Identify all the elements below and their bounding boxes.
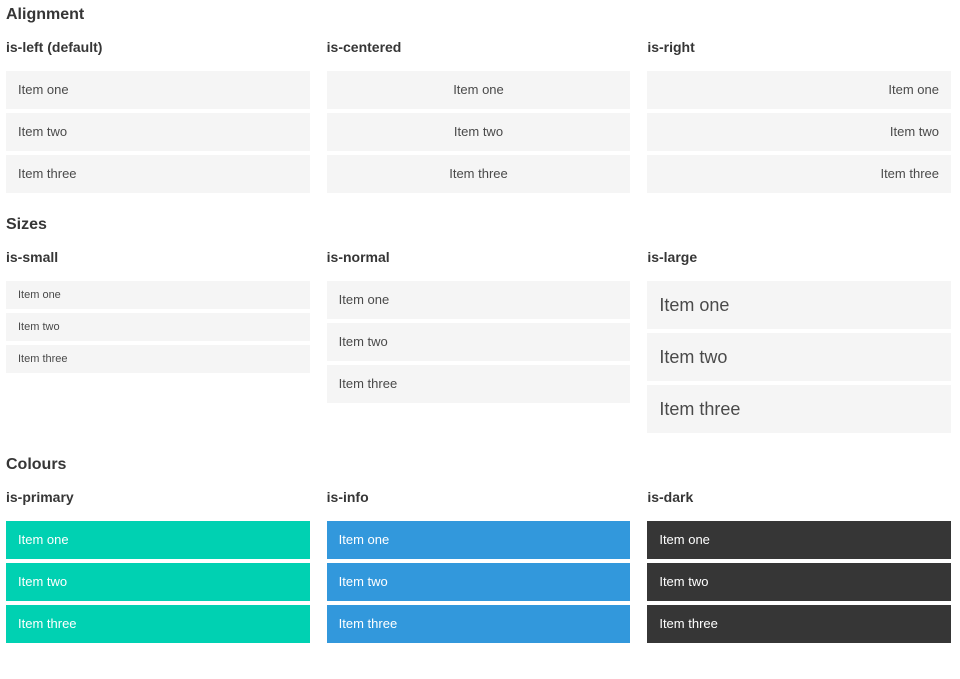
section-alignment: Alignment is-left (default) Item one Ite… [6, 5, 951, 193]
list-item: Item one [6, 521, 310, 559]
column-is-large: is-large Item one Item two Item three [647, 249, 951, 433]
list-item: Item two [326, 563, 631, 601]
list-item: Item two [6, 313, 310, 341]
alignment-columns: is-left (default) Item one Item two Item… [6, 39, 951, 193]
colours-columns: is-primary Item one Item two Item three … [6, 489, 951, 643]
section-title-sizes: Sizes [6, 216, 47, 233]
list-item: Item one [326, 281, 631, 319]
column-label-is-normal: is-normal [326, 249, 390, 265]
list-dark: Item one Item two Item three [647, 521, 951, 643]
column-is-normal: is-normal Item one Item two Item three [326, 249, 631, 403]
column-is-left: is-left (default) Item one Item two Item… [6, 39, 310, 193]
column-label-is-dark: is-dark [647, 489, 694, 505]
list-left-aligned: Item one Item two Item three [6, 71, 310, 193]
list-normal: Item one Item two Item three [326, 281, 631, 403]
list-item: Item one [6, 281, 310, 309]
column-is-small: is-small Item one Item two Item three [6, 249, 310, 373]
column-is-info: is-info Item one Item two Item three [326, 489, 631, 643]
list-item: Item one [647, 521, 951, 559]
list-component-demo-page: Alignment is-left (default) Item one Ite… [6, 5, 951, 643]
list-item: Item three [647, 605, 951, 643]
column-label-is-right: is-right [647, 39, 695, 55]
list-item: Item two [647, 113, 951, 151]
section-sizes: Sizes is-small Item one Item two Item th… [6, 215, 951, 433]
list-item: Item two [647, 563, 951, 601]
column-label-is-small: is-small [6, 249, 59, 265]
list-item: Item three [326, 155, 631, 193]
column-label-is-left: is-left (default) [6, 39, 103, 55]
list-small: Item one Item two Item three [6, 281, 310, 373]
section-title-alignment: Alignment [6, 6, 85, 23]
list-info: Item one Item two Item three [326, 521, 631, 643]
list-item: Item one [647, 71, 951, 109]
list-item: Item one [326, 71, 631, 109]
column-label-is-primary: is-primary [6, 489, 74, 505]
list-item: Item three [6, 155, 310, 193]
list-item: Item three [6, 345, 310, 373]
column-is-primary: is-primary Item one Item two Item three [6, 489, 310, 643]
column-is-centered: is-centered Item one Item two Item three [326, 39, 631, 193]
column-label-is-centered: is-centered [326, 39, 402, 55]
section-colours: Colours is-primary Item one Item two Ite… [6, 455, 951, 643]
list-item: Item two [647, 333, 951, 381]
list-item: Item two [326, 323, 631, 361]
list-item: Item three [6, 605, 310, 643]
column-is-right: is-right Item one Item two Item three [647, 39, 951, 193]
column-label-is-large: is-large [647, 249, 698, 265]
list-primary: Item one Item two Item three [6, 521, 310, 643]
list-item: Item three [326, 605, 631, 643]
list-item: Item two [6, 113, 310, 151]
list-item: Item three [326, 365, 631, 403]
list-item: Item three [647, 155, 951, 193]
list-item: Item two [6, 563, 310, 601]
list-right-aligned: Item one Item two Item three [647, 71, 951, 193]
list-item: Item one [647, 281, 951, 329]
column-is-dark: is-dark Item one Item two Item three [647, 489, 951, 643]
list-item: Item two [326, 113, 631, 151]
sizes-columns: is-small Item one Item two Item three is… [6, 249, 951, 433]
column-label-is-info: is-info [326, 489, 369, 505]
section-title-colours: Colours [6, 456, 67, 473]
list-centered: Item one Item two Item three [326, 71, 631, 193]
list-item: Item three [647, 385, 951, 433]
list-item: Item one [326, 521, 631, 559]
list-large: Item one Item two Item three [647, 281, 951, 433]
list-item: Item one [6, 71, 310, 109]
